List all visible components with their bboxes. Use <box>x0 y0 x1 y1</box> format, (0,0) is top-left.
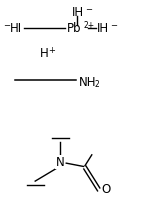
Text: −: − <box>85 5 92 14</box>
Text: −: − <box>3 21 10 30</box>
Text: +: + <box>48 46 55 55</box>
Text: HI: HI <box>10 22 22 35</box>
Text: N: N <box>56 155 65 169</box>
Text: O: O <box>101 183 111 196</box>
Text: H: H <box>40 47 49 60</box>
Text: 2: 2 <box>95 80 99 90</box>
Text: −: − <box>110 21 117 30</box>
Text: 2+: 2+ <box>84 21 95 30</box>
Text: IH: IH <box>97 22 109 35</box>
Text: IH: IH <box>72 5 84 19</box>
Text: Pb: Pb <box>67 22 81 35</box>
Text: NH: NH <box>79 76 96 89</box>
